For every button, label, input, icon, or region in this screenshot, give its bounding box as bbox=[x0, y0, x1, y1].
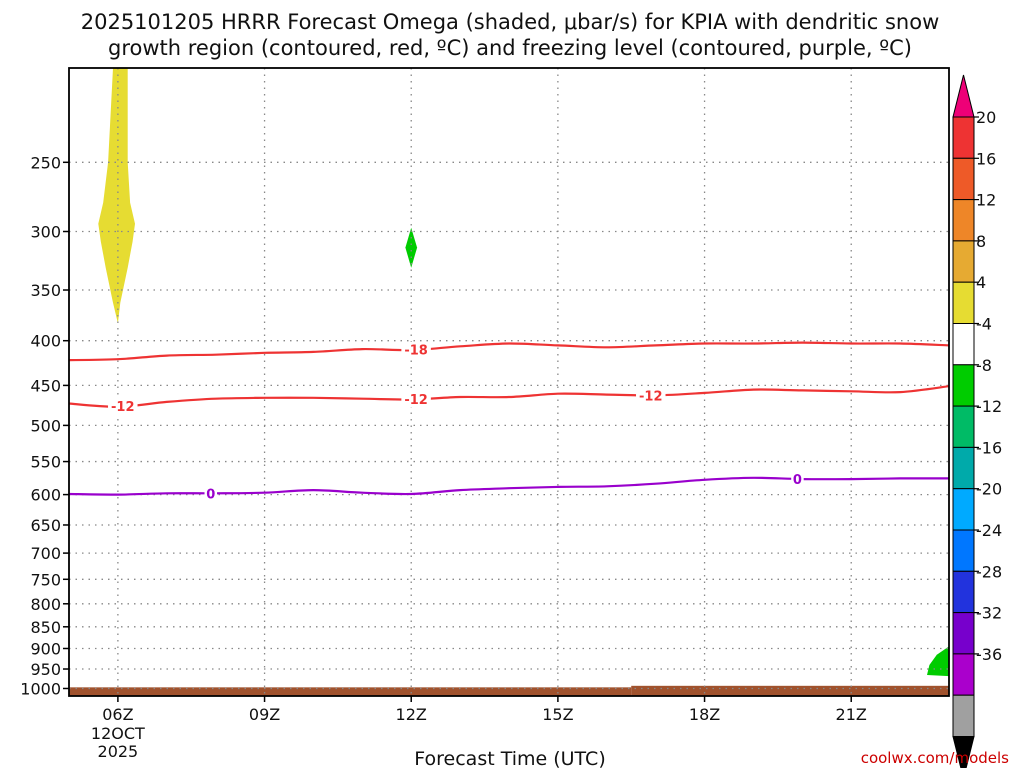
colorbar-bin bbox=[952, 116, 975, 159]
x-axis-label: Forecast Time (UTC) bbox=[414, 748, 605, 768]
chart-title-line-2: growth region (contoured, red, ºC) and f… bbox=[108, 36, 912, 60]
colorbar-label: -4 bbox=[976, 315, 992, 334]
contour-lines: -18 -12 -12 -12 0 0 bbox=[68, 341, 950, 502]
colorbar-bin bbox=[952, 405, 975, 448]
colorbar-label: -36 bbox=[976, 645, 1002, 664]
colorbar-bin bbox=[952, 612, 975, 655]
colorbar-bottom-arrow bbox=[952, 736, 975, 768]
y-tick-label-800: 800 bbox=[30, 595, 61, 614]
plot-frame bbox=[68, 67, 950, 697]
colorbar-label: -8 bbox=[976, 356, 992, 375]
terrain-segment bbox=[69, 687, 632, 696]
contour-label: -12 bbox=[111, 400, 135, 415]
colorbar-label: 12 bbox=[976, 191, 996, 210]
contour-label: -12 bbox=[639, 389, 663, 404]
y-tick-label-700: 700 bbox=[30, 544, 61, 563]
colorbar-label: 16 bbox=[976, 149, 996, 168]
colorbar-bin bbox=[952, 653, 975, 696]
colorbar-bin bbox=[952, 323, 975, 366]
terrain-segment bbox=[631, 685, 949, 696]
y-tick-label-850: 850 bbox=[30, 618, 61, 637]
shaded-region-rising-motion-4-8-upper-level bbox=[98, 68, 135, 324]
y-tick-label-300: 300 bbox=[30, 223, 61, 242]
colorbar-label: -12 bbox=[976, 397, 1002, 416]
colorbar-bin bbox=[952, 199, 975, 242]
colorbar-label: -16 bbox=[976, 438, 1002, 457]
x-tick-label-15z: 15Z bbox=[542, 705, 573, 724]
colorbar-bin bbox=[952, 570, 975, 614]
colorbar-bin bbox=[952, 240, 975, 283]
chart-title-line-1: 2025101205 HRRR Forecast Omega (shaded, … bbox=[81, 10, 940, 34]
y-tick-label-550: 550 bbox=[30, 453, 61, 472]
colorbar-bin bbox=[952, 529, 975, 572]
y-tick-label-650: 650 bbox=[30, 516, 61, 535]
y-tick-label-900: 900 bbox=[30, 639, 61, 658]
colorbar-label: 4 bbox=[976, 273, 986, 292]
omega-shading bbox=[98, 68, 949, 677]
colorbar-label: 8 bbox=[976, 232, 986, 251]
contour-line-18-c-isotherm bbox=[68, 341, 950, 362]
colorbar-label: -24 bbox=[976, 521, 1002, 540]
colorbar-label: -32 bbox=[976, 604, 1002, 623]
shaded-region-sinking-motion-4-to-8-at-12z bbox=[405, 227, 418, 268]
y-tick-label-500: 500 bbox=[30, 416, 61, 435]
contour-label-bg bbox=[636, 387, 666, 404]
colorbar-bin bbox=[952, 157, 975, 201]
colorbar: 20 16 12 8 4 -4 -8 -12 -16 -20 -24 -28 -32 -36 bbox=[952, 74, 1002, 768]
x-tick-label-06z: 06Z bbox=[102, 705, 133, 724]
contour-line-12-c-isotherm bbox=[68, 385, 950, 408]
grid-lines bbox=[69, 68, 949, 696]
y-tick-label-600: 600 bbox=[30, 486, 61, 505]
contour-label: -12 bbox=[404, 393, 428, 408]
y-tick-label-250: 250 bbox=[30, 153, 61, 172]
x-date-label: 2025 bbox=[98, 742, 139, 761]
y-axis-ticks: 250 300 350 400 450 500 550 600 650 700 750 800 850 9… bbox=[20, 153, 69, 698]
colorbar-bin bbox=[952, 488, 975, 531]
contour-label-bg bbox=[401, 341, 431, 358]
colorbar-label: -20 bbox=[976, 480, 1002, 499]
plot-background bbox=[69, 68, 949, 696]
plot-area bbox=[69, 68, 949, 696]
y-tick-label-750: 750 bbox=[30, 570, 61, 589]
colorbar-label: -28 bbox=[976, 562, 1002, 581]
colorbar-top-arrow bbox=[952, 74, 975, 118]
y-tick-label-350: 350 bbox=[30, 281, 61, 300]
y-tick-label-450: 450 bbox=[30, 376, 61, 395]
x-date-label: 12OCT bbox=[91, 724, 145, 743]
x-tick-label-18z: 18Z bbox=[689, 705, 720, 724]
colorbar-bin bbox=[952, 446, 975, 490]
contour-label-bg bbox=[204, 485, 218, 502]
contour-label-bg bbox=[791, 470, 804, 487]
contour-label-bg bbox=[401, 391, 431, 408]
colorbar-label: 20 bbox=[976, 108, 996, 127]
colorbar-bin bbox=[952, 694, 975, 738]
y-tick-label-1000: 1000 bbox=[20, 679, 61, 698]
contour-label: 0 bbox=[793, 473, 802, 488]
colorbar-bin bbox=[952, 364, 975, 407]
x-tick-label-12z: 12Z bbox=[396, 705, 427, 724]
terrain-fill bbox=[69, 685, 949, 696]
y-tick-label-400: 400 bbox=[30, 332, 61, 351]
contour-label: 0 bbox=[206, 487, 215, 502]
contour-label: -18 bbox=[404, 344, 428, 359]
x-tick-label-21z: 21Z bbox=[836, 705, 867, 724]
plot-border bbox=[68, 67, 950, 697]
y-tick-label-950: 950 bbox=[30, 660, 61, 679]
shaded-region-sinking-motion-4-to-8-near-surface bbox=[927, 646, 949, 677]
x-tick-label-09z: 09Z bbox=[249, 705, 280, 724]
contour-label-bg bbox=[108, 398, 138, 415]
colorbar-bin bbox=[952, 281, 975, 325]
credit-text: coolwx.com/models bbox=[861, 749, 1009, 767]
